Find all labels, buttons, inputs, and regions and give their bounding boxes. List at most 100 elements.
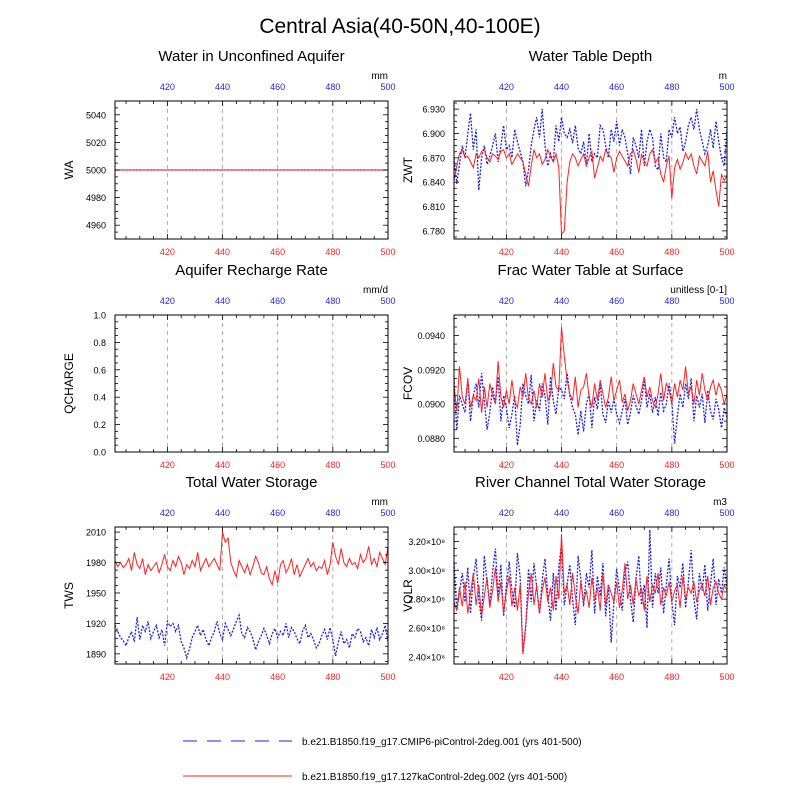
series-line-piControl — [454, 109, 727, 191]
y-tick-label: 2.40×10⁸ — [408, 652, 445, 662]
y-tick-label: 0.0940 — [417, 331, 445, 341]
y-tick-label: 5000 — [86, 166, 106, 176]
y-tick-label: 1980 — [86, 558, 106, 568]
x-tick-label-top: 440 — [554, 508, 569, 518]
plot-frame — [114, 314, 389, 453]
y-tick-label: 4980 — [86, 193, 106, 203]
x-tick-label-bottom: 440 — [215, 247, 230, 257]
y-tick-label: 6.780 — [422, 226, 445, 236]
units-label: mm — [371, 497, 388, 508]
x-tick-label-top: 500 — [719, 296, 734, 306]
x-tick-label-top: 460 — [609, 82, 624, 92]
series-line-127kaControl — [115, 531, 388, 587]
y-axis-label: QCHARGE — [62, 353, 76, 414]
x-tick-label-top: 500 — [719, 508, 734, 518]
y-axis-label: VOLR — [401, 579, 415, 612]
x-tick-label-bottom: 420 — [160, 672, 175, 682]
y-axis-label: ZWT — [401, 156, 415, 183]
x-tick-label-bottom: 460 — [609, 672, 624, 682]
x-tick-label-bottom: 460 — [609, 247, 624, 257]
y-tick-label: 0.0880 — [417, 434, 445, 444]
panel-title: Water in Unconfined Aquifer — [158, 48, 344, 65]
panel-2: Water Table Depth m 420 420 440 440 460 460 480 4… — [401, 48, 735, 257]
series-line-127kaControl — [454, 148, 727, 236]
panel-title: Aquifer Recharge Rate — [175, 262, 328, 279]
y-tick-label: 2010 — [86, 528, 106, 538]
x-tick-label-top: 420 — [499, 296, 514, 306]
y-tick-label: 2.60×10⁸ — [408, 623, 445, 633]
y-tick-label: 1890 — [86, 649, 106, 659]
x-tick-label-bottom: 500 — [380, 247, 395, 257]
x-tick-label-top: 500 — [380, 296, 395, 306]
y-tick-label: 1920 — [86, 619, 106, 629]
y-tick-label: 1.0 — [93, 311, 106, 321]
plot-frame — [453, 526, 728, 665]
y-tick-label: 0.0920 — [417, 365, 445, 375]
plot-frame — [453, 100, 728, 240]
y-tick-label: 0.6 — [93, 365, 106, 375]
y-tick-label: 5020 — [86, 138, 106, 148]
x-tick-label-top: 480 — [664, 508, 679, 518]
x-tick-label-bottom: 420 — [499, 460, 514, 470]
x-tick-label-bottom: 480 — [664, 247, 679, 257]
x-tick-label-bottom: 500 — [380, 460, 395, 470]
x-tick-label-bottom: 480 — [325, 672, 340, 682]
x-tick-label-top: 480 — [325, 82, 340, 92]
y-tick-label: 2.80×10⁸ — [408, 595, 445, 605]
x-tick-label-bottom: 440 — [554, 672, 569, 682]
x-tick-label-top: 480 — [664, 82, 679, 92]
series-line-127kaControl — [454, 534, 727, 654]
units-label: mm — [371, 71, 388, 82]
x-tick-label-bottom: 500 — [719, 247, 734, 257]
x-tick-label-top: 480 — [325, 296, 340, 306]
units-label: m — [719, 71, 727, 82]
y-tick-label: 5040 — [86, 110, 106, 120]
x-tick-label-bottom: 460 — [270, 247, 285, 257]
x-tick-label-top: 460 — [270, 82, 285, 92]
x-tick-label-bottom: 460 — [270, 672, 285, 682]
x-tick-label-bottom: 440 — [554, 460, 569, 470]
x-tick-label-top: 440 — [215, 508, 230, 518]
plot-frame — [114, 526, 389, 665]
x-tick-label-bottom: 420 — [160, 247, 175, 257]
y-tick-label: 0.4 — [93, 393, 106, 403]
figure-title: Central Asia(40-50N,40-100E) — [259, 15, 540, 38]
y-tick-label: 6.870 — [422, 153, 445, 163]
x-tick-label-top: 440 — [215, 296, 230, 306]
panel-6: River Channel Total Water Storage m3 420 42… — [401, 474, 735, 682]
series-line-piControl — [454, 373, 727, 446]
panel-4: Frac Water Table at Surface unitless [0-1… — [401, 262, 735, 470]
panel-title: Total Water Storage — [185, 474, 317, 491]
x-tick-label-bottom: 500 — [719, 672, 734, 682]
y-tick-label: 6.840 — [422, 178, 445, 188]
y-axis-label: FCOV — [401, 367, 415, 400]
y-axis-label: WA — [62, 161, 76, 180]
y-tick-label: 6.900 — [422, 129, 445, 139]
x-tick-label-top: 420 — [499, 82, 514, 92]
series-line-piControl — [454, 529, 727, 654]
x-tick-label-top: 460 — [270, 508, 285, 518]
x-tick-label-bottom: 420 — [160, 460, 175, 470]
units-label: unitless [0-1] — [670, 285, 727, 296]
legend-label-piControl: b.e21.B1850.f19_g17.CMIP6-piControl-2deg… — [302, 737, 582, 748]
legend-label-127kaControl: b.e21.B1850.f19_g17.127kaControl-2deg.00… — [302, 772, 567, 783]
y-tick-label: 6.810 — [422, 202, 445, 212]
y-axis-label: TWS — [62, 582, 76, 609]
x-tick-label-top: 480 — [325, 508, 340, 518]
panel-title: Frac Water Table at Surface — [498, 262, 684, 279]
y-tick-label: 3.00×10⁸ — [408, 566, 445, 576]
units-label: mm/d — [363, 285, 388, 296]
x-tick-label-bottom: 460 — [609, 460, 624, 470]
y-tick-label: 0.0900 — [417, 400, 445, 410]
x-tick-label-top: 500 — [380, 82, 395, 92]
x-tick-label-bottom: 420 — [499, 672, 514, 682]
x-tick-label-bottom: 480 — [325, 460, 340, 470]
panel-3: Aquifer Recharge Rate mm/d 420 420 440 440 460… — [62, 262, 396, 470]
x-tick-label-top: 460 — [609, 508, 624, 518]
panel-5: Total Water Storage mm 420 420 440 440 460 460 4… — [62, 474, 396, 682]
panel-title: Water Table Depth — [529, 48, 652, 65]
x-tick-label-top: 500 — [719, 82, 734, 92]
y-tick-label: 3.20×10⁸ — [408, 537, 445, 547]
y-tick-label: 1950 — [86, 588, 106, 598]
